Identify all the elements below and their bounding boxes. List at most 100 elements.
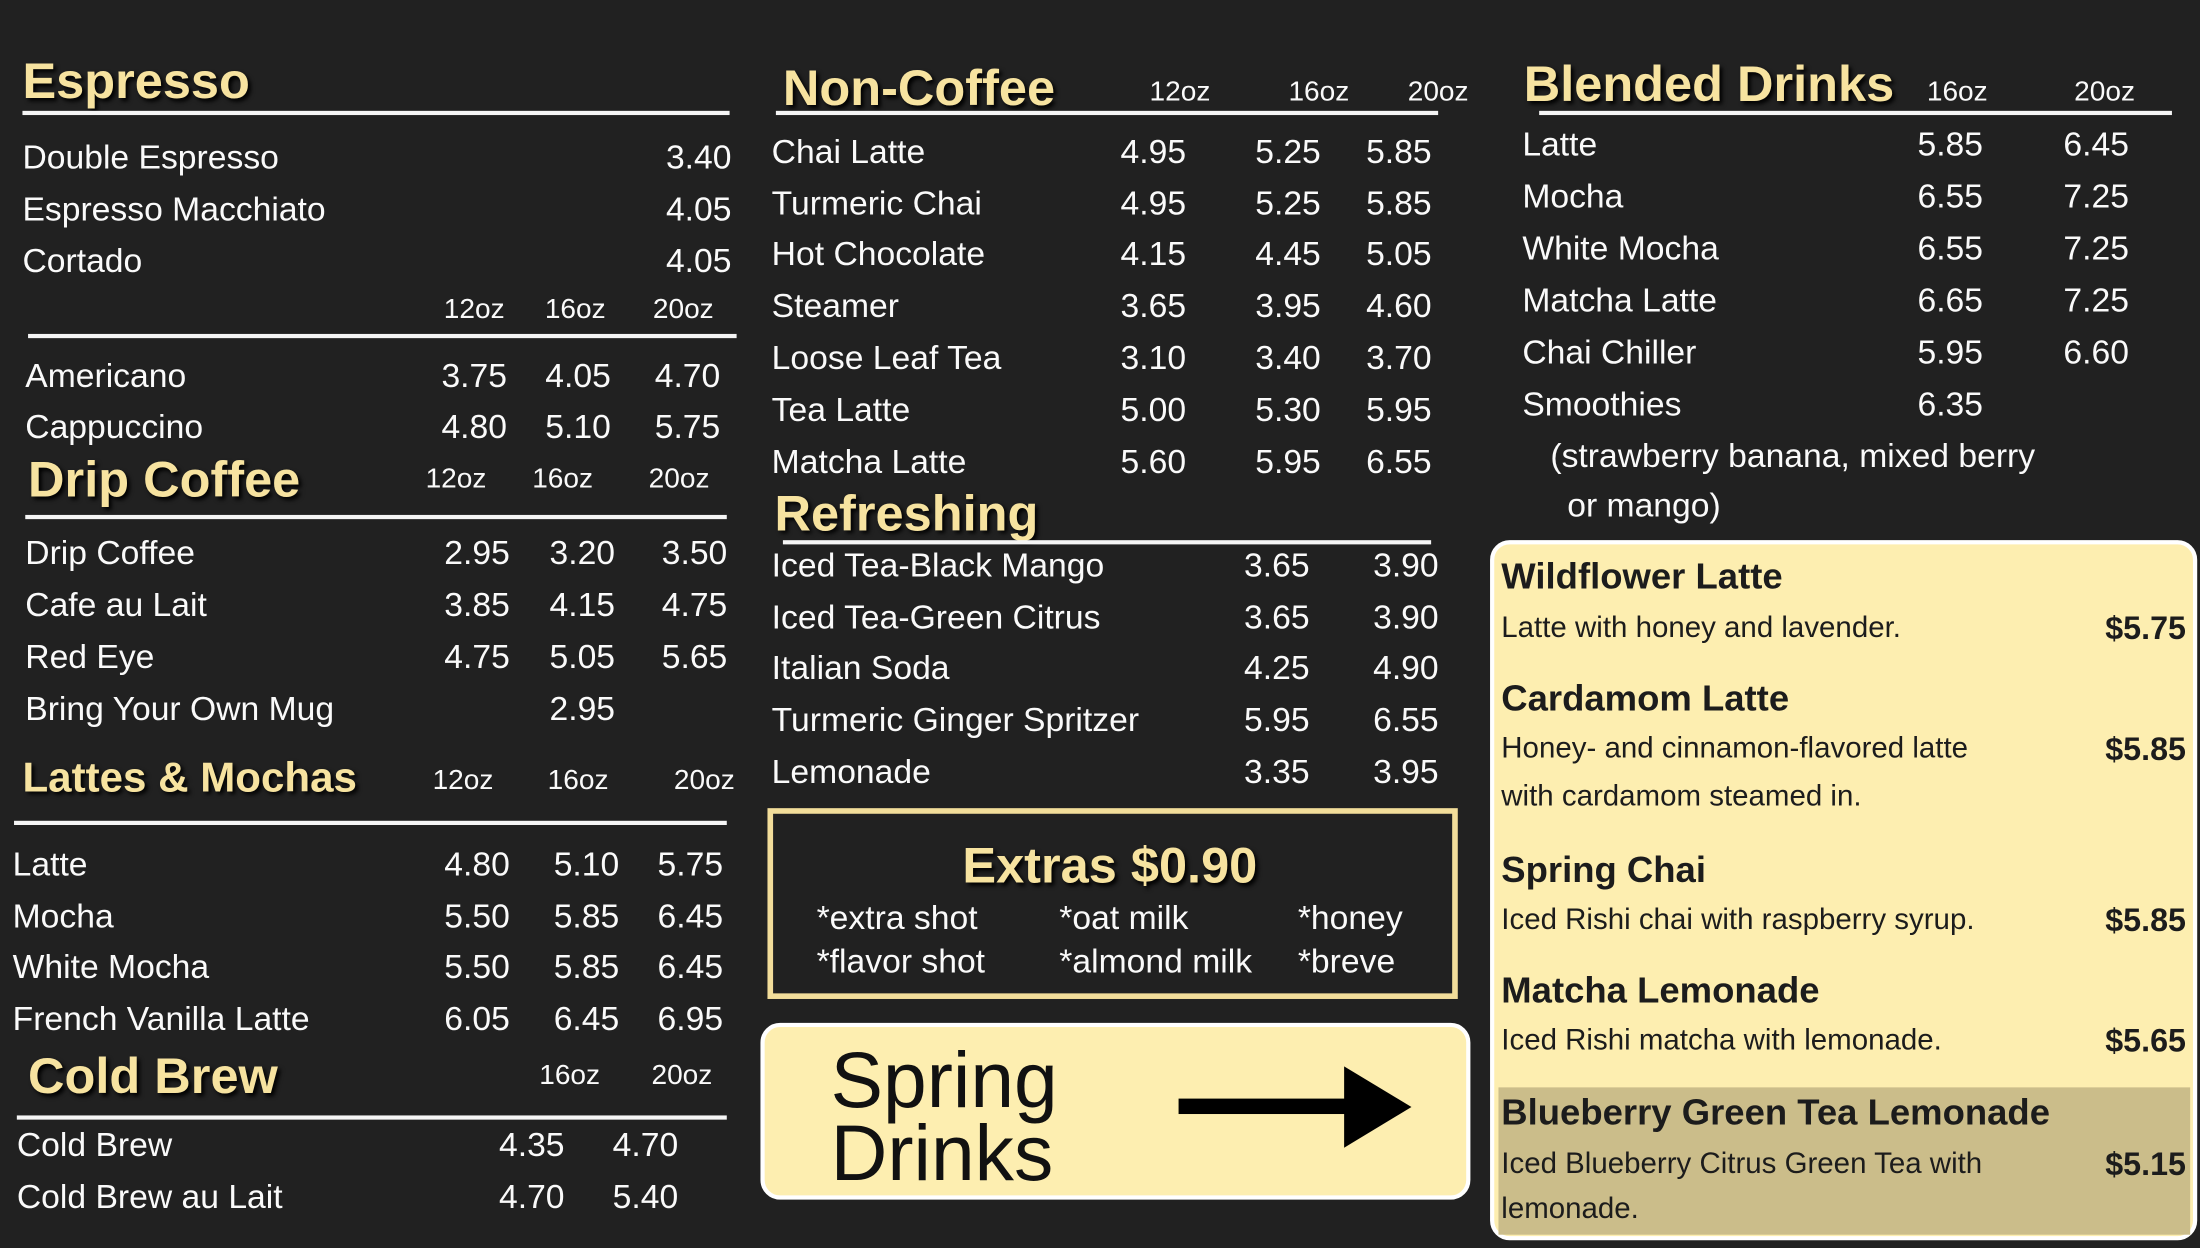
drip-heading: Drip Coffee (28, 450, 301, 508)
size-header: 12oz (1149, 76, 1211, 108)
menu-item-name: Loose Leaf Tea (771, 339, 1002, 378)
menu-item-price: 3.35 (1244, 753, 1310, 792)
menu-item-price: 3.40 (665, 138, 732, 177)
menu-item-price: 5.10 (545, 408, 611, 447)
menu-item-price: 5.75 (654, 408, 721, 447)
lattes-divider (14, 820, 727, 825)
menu-item-price: 5.65 (661, 638, 728, 677)
menu-item-price: 4.05 (665, 242, 732, 281)
menu-item-name: Turmeric Chai (771, 185, 982, 224)
menu-item-price: 7.25 (2063, 230, 2129, 268)
menu-item-price: 5.85 (1917, 126, 1984, 165)
menu-item-name: Cold Brew (16, 1126, 173, 1165)
blended-heading: Blended Drinks (1523, 54, 1895, 113)
size-header: 16oz (539, 1060, 601, 1091)
spring-item-name: Cardamom Latte (1501, 676, 1790, 720)
menu-item-price: 6.45 (553, 1000, 620, 1039)
spring-item-name: Wildflower Latte (1501, 554, 1783, 598)
spring-item-description: Latte with honey and lavender. (1501, 611, 1901, 645)
menu-item-name: Smoothies (1522, 385, 1682, 424)
menu-item-price: 4.70 (498, 1178, 565, 1217)
spring-item-description: Iced Rishi chai with raspberry syrup. (1501, 903, 1975, 936)
spring-item-name: Matcha Lemonade (1501, 968, 1820, 1011)
menu-item-price: 5.40 (612, 1178, 679, 1217)
menu-item-price: 5.95 (1244, 701, 1310, 740)
menu-item-price: 5.05 (549, 638, 616, 677)
menu-item-price: 3.95 (1373, 753, 1439, 792)
espresso-heading: Espresso (22, 51, 250, 110)
extra-option: *breve (1297, 942, 1396, 981)
menu-item-price: 6.05 (444, 1000, 510, 1039)
menu-item-price: 3.70 (1366, 339, 1432, 378)
menu-item-price: 6.95 (657, 1000, 724, 1039)
menu-item-name: Iced Tea-Black Mango (771, 547, 1105, 586)
menu-item-price: 3.40 (1255, 339, 1321, 378)
menu-item-name: Latte (1522, 126, 1598, 165)
menu-item-price: 4.15 (1120, 235, 1187, 274)
menu-item-name: Matcha Latte (771, 443, 967, 482)
spring-item-price: $5.85 (2105, 730, 2186, 767)
menu-item-price: 3.90 (1373, 547, 1439, 586)
noncoffee-divider (775, 110, 1439, 116)
menu-item-name: Latte (12, 846, 88, 884)
menu-item-name: Lemonade (771, 753, 931, 792)
size-header: 12oz (425, 463, 487, 495)
spring-item-name: Spring Chai (1501, 848, 1706, 891)
size-header: 16oz (1926, 76, 1988, 108)
size-header: 20oz (1407, 76, 1469, 108)
menu-item-price: 3.65 (1244, 547, 1310, 586)
menu-item-name: Steamer (771, 287, 899, 326)
refreshing-divider (782, 540, 1432, 545)
noncoffee-heading: Non-Coffee (782, 58, 1056, 117)
menu-item-price: 4.95 (1120, 185, 1187, 224)
menu-item-name: Double Espresso (22, 138, 279, 177)
menu-item-price: 2.95 (549, 690, 616, 729)
size-header: 20oz (651, 1060, 713, 1091)
menu-item-price: 7.25 (2063, 178, 2129, 217)
menu-item-price: 4.15 (549, 586, 616, 625)
menu-item-price: 5.75 (657, 846, 724, 884)
menu-item-price: 3.90 (1373, 599, 1439, 637)
menu-item-price: 3.85 (444, 586, 510, 625)
extra-option: *oat milk (1059, 899, 1189, 938)
coldbrew-divider (16, 1115, 727, 1120)
extra-option: *extra shot (816, 899, 978, 938)
menu-item-price: 3.95 (1255, 287, 1321, 326)
menu-item-name: Espresso Macchiato (22, 190, 326, 229)
espresso_sized-divider (28, 333, 737, 339)
menu-item-price: 6.45 (657, 897, 724, 936)
menu-item-name: Cappuccino (25, 408, 204, 447)
menu-item-price: 5.25 (1255, 185, 1321, 224)
size-header: 12oz (443, 293, 505, 325)
menu-item-price: 4.70 (612, 1126, 679, 1165)
menu-item-name: Chai Latte (771, 133, 926, 172)
menu-item-price: 5.00 (1120, 391, 1187, 430)
menu-item-price: 6.45 (657, 948, 724, 987)
coldbrew-heading: Cold Brew (28, 1046, 278, 1105)
menu-item-price: 5.95 (1255, 443, 1321, 482)
menu-item-price: 6.45 (2063, 126, 2129, 165)
menu-item-name: White Mocha (1522, 230, 1719, 268)
menu-item-price: 4.75 (444, 638, 510, 677)
menu-item-price: 3.75 (441, 357, 508, 396)
menu-item-price: 4.35 (498, 1126, 565, 1165)
menu-item-price: 6.55 (1366, 443, 1432, 482)
menu-item-price: 6.35 (1917, 385, 1984, 424)
refreshing-heading: Refreshing (774, 484, 1039, 542)
menu-item-price: 5.30 (1255, 391, 1321, 430)
menu-item-price: 3.65 (1120, 287, 1187, 326)
menu-item-price: 7.25 (2063, 282, 2129, 320)
menu-item-name: Red Eye (25, 638, 155, 677)
menu-item-price: 6.65 (1917, 282, 1984, 320)
menu-item-name: Americano (25, 357, 187, 396)
espresso-divider (22, 110, 730, 116)
drip-divider (25, 514, 727, 520)
extras-heading: Extras $0.90 (962, 836, 1258, 894)
menu-item-name: Hot Chocolate (771, 235, 986, 274)
spring-item-description: Iced Blueberry Citrus Green Tea with (1501, 1147, 1983, 1180)
menu-item-name: Cold Brew au Lait (16, 1178, 283, 1217)
smoothie-flavors-note: or mango) (1567, 486, 1721, 525)
menu-item-price: 5.50 (444, 897, 510, 936)
extra-option: *almond milk (1059, 942, 1253, 981)
spring-item-description: Honey- and cinnamon-flavored latte (1501, 732, 1969, 765)
